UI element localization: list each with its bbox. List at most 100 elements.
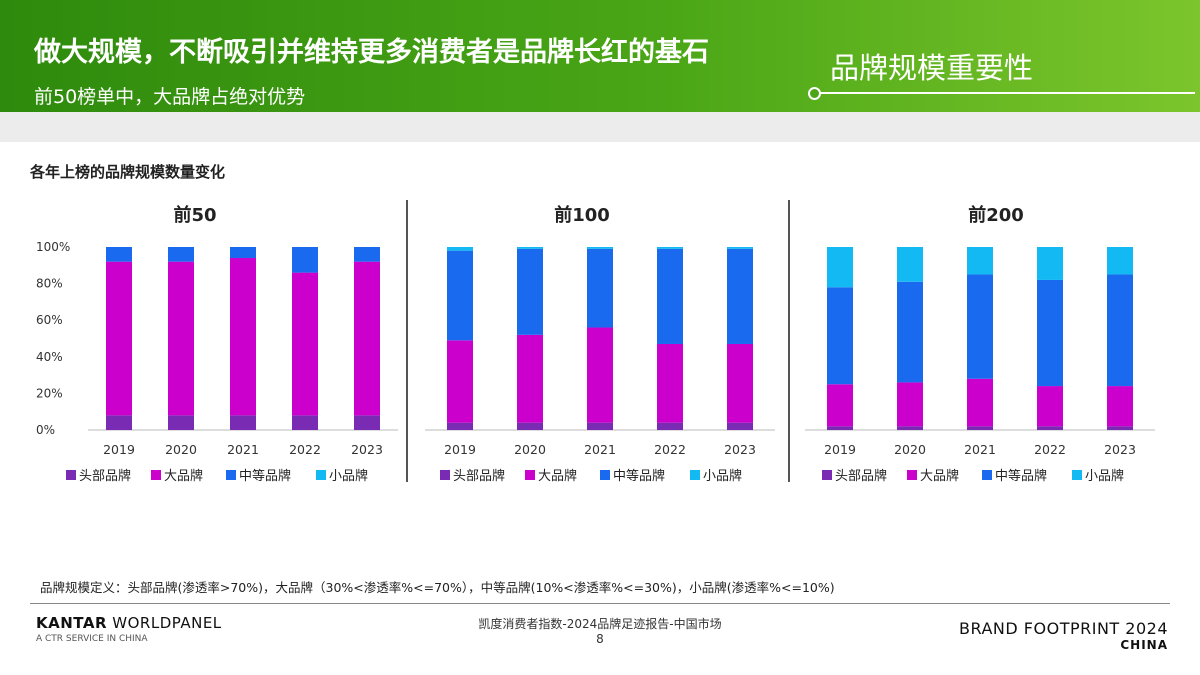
y-tick-label: 0% <box>36 423 55 437</box>
y-tick-label: 40% <box>36 350 63 364</box>
x-tick-label: 2019 <box>103 442 135 457</box>
legend-swatch <box>66 470 76 480</box>
legend-swatch <box>982 470 992 480</box>
legend-label: 头部品牌 <box>835 468 887 484</box>
page-title: 做大规模，不断吸引并维持更多消费者是品牌长红的基石 <box>34 37 709 68</box>
bar-segment <box>1107 386 1133 427</box>
bar-segment <box>1107 247 1133 275</box>
header-banner: 做大规模，不断吸引并维持更多消费者是品牌长红的基石 前50榜单中，大品牌占绝对优… <box>0 0 1200 112</box>
bar-segment <box>168 261 194 416</box>
kantar-logo-bold: KANTAR <box>36 614 108 632</box>
bar-segment <box>727 422 753 430</box>
report-name: 凯度消费者指数-2024品牌足迹报告-中国市场 <box>478 617 722 631</box>
bar-segment <box>827 426 853 430</box>
bar-segment <box>967 274 993 379</box>
legend-label: 小品牌 <box>329 468 368 484</box>
bar-segment <box>106 247 132 262</box>
bar-segment <box>727 248 753 344</box>
legend-swatch <box>907 470 917 480</box>
stacked-bar-charts: 前50 100% 80% 60% 40% 20% 0% 2019 2020 2021 2022 202… <box>36 204 1155 484</box>
bar-segment <box>230 247 256 258</box>
panel-divider-2 <box>788 200 790 482</box>
bar-segment <box>967 247 993 275</box>
bar-segment <box>168 415 194 430</box>
x-tick-label: 2019 <box>444 442 476 457</box>
chart-heading: 各年上榜的品牌规模数量变化 <box>30 163 226 181</box>
legend-swatch <box>226 470 236 480</box>
bar-segment <box>897 426 923 430</box>
chart-title: 前100 <box>554 204 610 226</box>
kantar-logo: KANTAR WORLDPANEL <box>36 614 222 632</box>
bar-segment <box>727 247 753 249</box>
legend-swatch <box>525 470 535 480</box>
section-tag-underline <box>810 92 1195 94</box>
chart-title: 前50 <box>173 204 216 226</box>
y-tick-label: 80% <box>36 277 63 291</box>
x-tick-label: 2019 <box>824 442 856 457</box>
legend-label: 中等品牌 <box>613 468 665 484</box>
kantar-logo-sub: A CTR SERVICE IN CHINA <box>36 634 148 644</box>
brand-footprint-logo: BRAND FOOTPRINT 2024 <box>959 619 1168 638</box>
legend-label: 大品牌 <box>538 468 577 484</box>
x-tick-label: 2022 <box>289 442 321 457</box>
bar-segment <box>827 287 853 385</box>
bar-segment <box>657 422 683 430</box>
y-tick-label: 60% <box>36 313 63 327</box>
bar-segment <box>1037 426 1063 430</box>
chart-title: 前200 <box>968 204 1024 226</box>
brand-footprint-region: CHINA <box>1120 638 1168 652</box>
bar-segment <box>897 247 923 282</box>
bar-segment <box>587 422 613 430</box>
bar-segment <box>967 378 993 427</box>
bar-segment <box>517 422 543 430</box>
bar-segment <box>447 340 473 423</box>
bar-segment <box>897 382 923 427</box>
legend-label: 大品牌 <box>920 468 959 484</box>
legend-label: 中等品牌 <box>239 468 291 484</box>
panel-divider-1 <box>406 200 408 482</box>
section-tag-dot-icon <box>808 87 821 100</box>
legend-label: 小品牌 <box>1085 468 1124 484</box>
bar-segment <box>657 343 683 423</box>
bar-segment <box>447 422 473 430</box>
bar-segment <box>447 250 473 341</box>
bar-segment <box>897 281 923 383</box>
bar-segment <box>1037 386 1063 427</box>
header-grey-band <box>0 112 1200 142</box>
x-tick-label: 2023 <box>724 442 756 457</box>
bar-segment <box>292 247 318 273</box>
bar-segment <box>1107 274 1133 387</box>
x-tick-label: 2020 <box>894 442 926 457</box>
bar-segment <box>354 415 380 430</box>
bar-segment <box>827 384 853 427</box>
page-subtitle: 前50榜单中，大品牌占绝对优势 <box>34 86 306 108</box>
legend-label: 头部品牌 <box>79 468 131 484</box>
bar-segment <box>517 248 543 335</box>
legend-swatch <box>316 470 326 480</box>
footnote: 品牌规模定义：头部品牌(渗透率>70%)，大品牌（30%<渗透率%<=70%），… <box>40 580 835 595</box>
bar-segment <box>967 426 993 430</box>
bar-segment <box>587 327 613 423</box>
bar-segment <box>587 248 613 328</box>
bar-segment <box>587 247 613 249</box>
section-tag: 品牌规模重要性 <box>830 51 1034 85</box>
x-tick-label: 2021 <box>964 442 996 457</box>
legend-swatch <box>151 470 161 480</box>
bar-segment <box>447 247 473 251</box>
bar-segment <box>827 247 853 288</box>
legend-label: 小品牌 <box>703 468 742 484</box>
legend-swatch <box>822 470 832 480</box>
legend-swatch <box>690 470 700 480</box>
bar-segment <box>657 247 683 249</box>
bar-segment <box>1107 426 1133 430</box>
bar-segment <box>354 247 380 262</box>
legend-label: 大品牌 <box>164 468 203 484</box>
footer-divider <box>30 603 1170 604</box>
page-number: 8 <box>596 632 604 646</box>
bar-segment <box>657 248 683 344</box>
y-tick-label: 100% <box>36 240 70 254</box>
bar-segment <box>727 343 753 423</box>
x-tick-label: 2021 <box>227 442 259 457</box>
legend-label: 头部品牌 <box>453 468 505 484</box>
x-tick-label: 2021 <box>584 442 616 457</box>
